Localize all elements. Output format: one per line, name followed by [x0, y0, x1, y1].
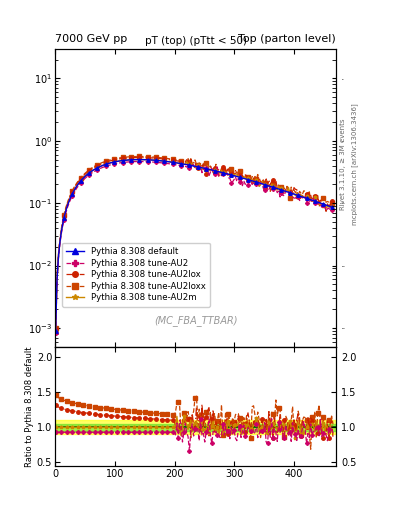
Text: Rivet 3.1.10, ≥ 3M events: Rivet 3.1.10, ≥ 3M events [340, 118, 346, 209]
Legend: Pythia 8.308 default, Pythia 8.308 tune-AU2, Pythia 8.308 tune-AU2lox, Pythia 8.: Pythia 8.308 default, Pythia 8.308 tune-… [62, 243, 210, 307]
Text: (MC_FBA_TTBAR): (MC_FBA_TTBAR) [154, 315, 237, 326]
Y-axis label: Ratio to Pythia 8.308 default: Ratio to Pythia 8.308 default [25, 346, 34, 466]
Text: Top (parton level): Top (parton level) [238, 33, 336, 44]
Text: mcplots.cern.ch [arXiv:1306.3436]: mcplots.cern.ch [arXiv:1306.3436] [352, 103, 358, 225]
Text: 7000 GeV pp: 7000 GeV pp [55, 33, 127, 44]
Title: pT (top) (pTtt < 50): pT (top) (pTtt < 50) [145, 36, 246, 47]
